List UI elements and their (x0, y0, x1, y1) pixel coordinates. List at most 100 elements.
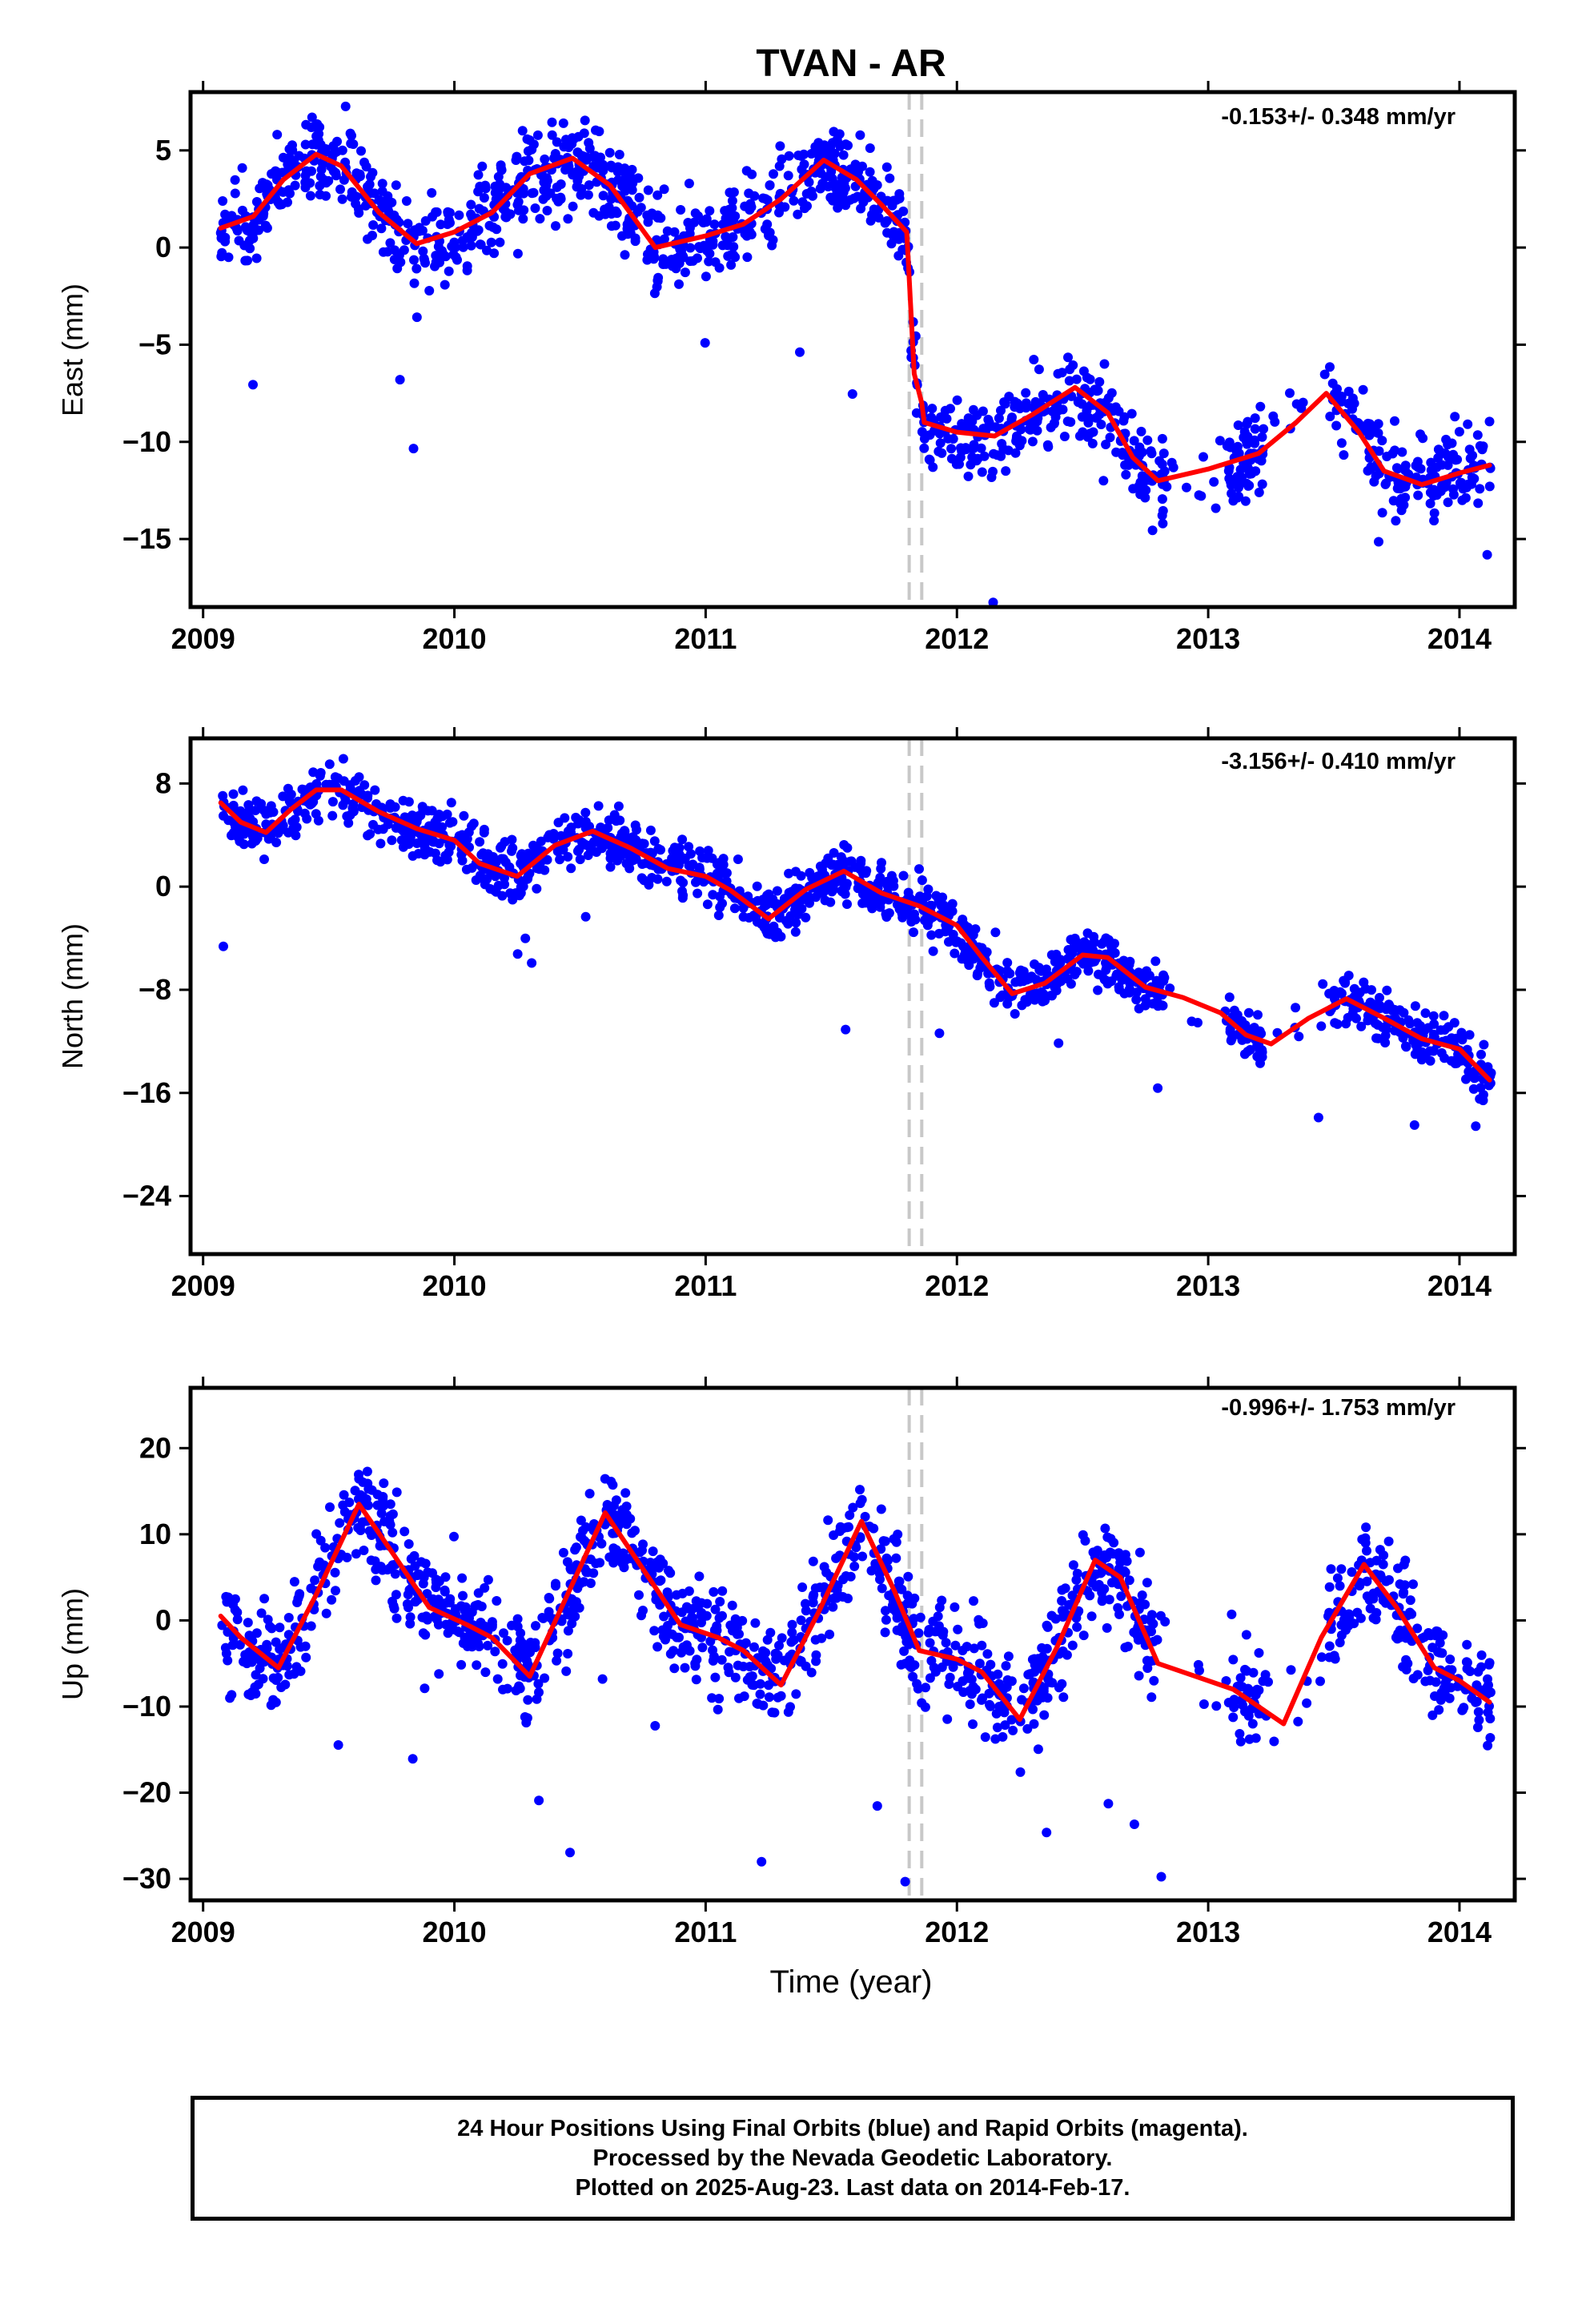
data-point (473, 170, 484, 180)
data-point (492, 1674, 503, 1684)
data-point (674, 850, 685, 860)
data-point (1450, 1059, 1460, 1068)
data-point (1316, 1652, 1327, 1663)
data-point (499, 1628, 508, 1638)
data-point (883, 1555, 893, 1566)
data-point (220, 209, 231, 219)
data-point (849, 1561, 860, 1571)
data-point (1194, 490, 1204, 501)
data-point (1146, 1692, 1157, 1703)
data-point (432, 824, 443, 834)
data-point (290, 814, 300, 825)
data-point (1046, 1610, 1057, 1621)
data-point (228, 789, 239, 799)
x-tick-label: 2011 (674, 1269, 737, 1302)
data-point (1324, 1641, 1335, 1651)
data-point (655, 1600, 665, 1610)
data-point (659, 184, 669, 195)
data-point (1080, 1536, 1090, 1546)
data-point (669, 227, 680, 237)
data-point (742, 252, 753, 263)
data-point (829, 148, 840, 159)
data-point (1244, 1734, 1255, 1744)
data-point (367, 1485, 377, 1495)
data-point (283, 1630, 294, 1640)
data-point (475, 837, 485, 847)
data-point (985, 1699, 994, 1710)
data-point (684, 179, 694, 189)
data-point (1085, 1590, 1095, 1601)
data-point (593, 801, 604, 811)
data-point (876, 1504, 886, 1514)
data-point (777, 154, 787, 164)
data-point (1410, 1001, 1420, 1011)
data-point (512, 248, 523, 259)
data-point (448, 1624, 459, 1634)
data-point (727, 195, 737, 206)
data-point (1347, 393, 1358, 404)
data-point (1002, 1675, 1013, 1685)
north-rate-label: -3.156+/- 0.410 mm/yr (1221, 749, 1456, 774)
data-point (459, 810, 469, 821)
data-point (956, 443, 966, 453)
data-point (1166, 457, 1177, 468)
data-point (645, 825, 656, 835)
data-point (444, 1598, 455, 1608)
data-point (1129, 1819, 1139, 1829)
data-point (1465, 453, 1476, 464)
data-point (693, 253, 702, 263)
data-point (1476, 1662, 1487, 1672)
data-point (332, 136, 342, 147)
data-point (1259, 424, 1269, 434)
data-point (931, 891, 942, 901)
data-point (1025, 424, 1035, 435)
data-point (727, 203, 737, 213)
data-point (1243, 1047, 1253, 1056)
data-point (793, 909, 803, 919)
data-point (338, 754, 348, 764)
data-point (1400, 1041, 1411, 1051)
data-point (1434, 1705, 1444, 1715)
data-point (580, 807, 591, 818)
data-point (1043, 442, 1054, 452)
data-point (772, 886, 782, 896)
data-point (1102, 1622, 1112, 1633)
data-point (333, 1740, 343, 1750)
data-point (566, 863, 576, 874)
data-point (354, 1474, 364, 1484)
data-point (490, 1647, 500, 1657)
data-point (300, 139, 311, 150)
data-point (520, 1712, 530, 1722)
data-point (402, 1599, 412, 1609)
data-point (747, 169, 757, 179)
data-point (1325, 362, 1335, 372)
data-point (482, 245, 492, 255)
data-point (1475, 484, 1485, 494)
data-point (1065, 951, 1075, 962)
data-point (1029, 355, 1039, 364)
data-point (1325, 412, 1335, 421)
data-point (920, 915, 930, 926)
data-point (347, 191, 356, 202)
data-point (464, 827, 474, 838)
data-point (1476, 1049, 1486, 1059)
data-point (1113, 969, 1123, 979)
data-point (528, 139, 539, 150)
data-point (940, 405, 950, 416)
data-point (598, 166, 608, 176)
data-point (1232, 1014, 1243, 1024)
data-point (702, 899, 713, 910)
data-point (218, 790, 228, 801)
caption-line-1: 24 Hour Positions Using Final Orbits (bl… (457, 2115, 1248, 2141)
data-point (1097, 939, 1107, 949)
data-point (984, 1688, 994, 1699)
data-point (611, 1510, 621, 1521)
data-point (720, 206, 730, 216)
x-tick-label: 2009 (171, 622, 235, 655)
data-point (523, 1695, 533, 1705)
data-point (219, 810, 228, 821)
data-point (741, 1638, 751, 1648)
data-point (659, 234, 669, 244)
data-point (796, 1657, 806, 1667)
data-point (1006, 414, 1017, 424)
